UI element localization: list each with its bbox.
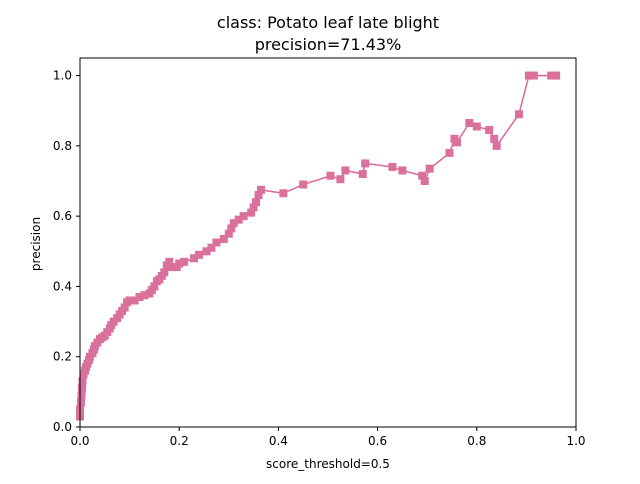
data-point: [207, 243, 216, 252]
data-point: [175, 259, 184, 268]
data-point: [485, 126, 494, 135]
data-point: [425, 164, 434, 173]
data-point: [195, 250, 204, 259]
data-point: [279, 189, 288, 198]
data-point: [125, 296, 134, 305]
x-tick-label: 0.4: [269, 434, 288, 448]
data-point: [254, 191, 263, 200]
data-point: [212, 238, 221, 247]
data-point: [167, 263, 176, 272]
x-axis-label: score_threshold=0.5: [266, 457, 390, 471]
y-tick-label: 0.4: [53, 279, 72, 293]
x-tick-label: 0.0: [70, 434, 89, 448]
data-point: [465, 119, 474, 128]
data-point: [234, 215, 243, 224]
data-point: [547, 71, 556, 80]
y-tick-label: 0.8: [53, 139, 72, 153]
data-point: [130, 296, 139, 305]
data-point: [76, 398, 85, 407]
data-point: [358, 169, 367, 178]
x-tick-label: 0.8: [467, 434, 486, 448]
data-point: [180, 257, 189, 266]
data-point: [472, 122, 481, 131]
x-tick-label: 1.0: [566, 434, 585, 448]
data-point: [490, 134, 499, 143]
data-point: [140, 291, 149, 300]
data-point: [257, 185, 266, 194]
chart-subtitle: precision=71.43%: [255, 35, 402, 54]
data-point: [452, 138, 461, 147]
data-point: [514, 110, 523, 119]
y-tick-label: 0.0: [53, 420, 72, 434]
data-point: [552, 71, 561, 80]
data-point: [252, 198, 261, 207]
data-point: [165, 257, 174, 266]
data-point: [135, 292, 144, 301]
data-point: [219, 234, 228, 243]
y-tick-label: 0.2: [53, 350, 72, 364]
data-point: [326, 171, 335, 180]
data-series: [76, 71, 561, 421]
data-point: [77, 384, 86, 393]
data-point: [77, 391, 86, 400]
data-point: [492, 141, 501, 150]
data-point: [445, 148, 454, 157]
data-point: [529, 71, 538, 80]
data-point: [160, 268, 169, 277]
data-point: [78, 377, 87, 386]
data-point: [524, 71, 533, 80]
data-point: [202, 247, 211, 256]
data-point: [190, 254, 199, 263]
y-tick-label: 1.0: [53, 69, 72, 83]
x-tick-label: 0.6: [368, 434, 387, 448]
data-point: [341, 166, 350, 175]
data-point: [299, 180, 308, 189]
data-point: [247, 208, 256, 217]
y-tick-label: 0.6: [53, 209, 72, 223]
data-point: [120, 303, 129, 312]
data-point: [418, 171, 427, 180]
data-point: [249, 203, 258, 212]
x-tick-label: 0.2: [170, 434, 189, 448]
data-point: [150, 282, 159, 291]
data-point: [398, 166, 407, 175]
chart-title: class: Potato leaf late blight: [217, 13, 439, 32]
axes-frame: [79, 57, 577, 428]
data-point: [224, 229, 233, 238]
y-axis-label: precision: [29, 217, 43, 271]
data-point: [239, 212, 248, 221]
data-point: [388, 162, 397, 171]
axes: 0.0 0.2 0.4 0.6 0.8 1.0 0.0 0.2 0.4 0.6 0.8 1.0: [53, 57, 586, 448]
data-point: [336, 175, 345, 184]
data-point: [229, 219, 238, 228]
data-point: [420, 177, 429, 185]
data-point: [361, 159, 370, 168]
data-point: [227, 224, 236, 233]
